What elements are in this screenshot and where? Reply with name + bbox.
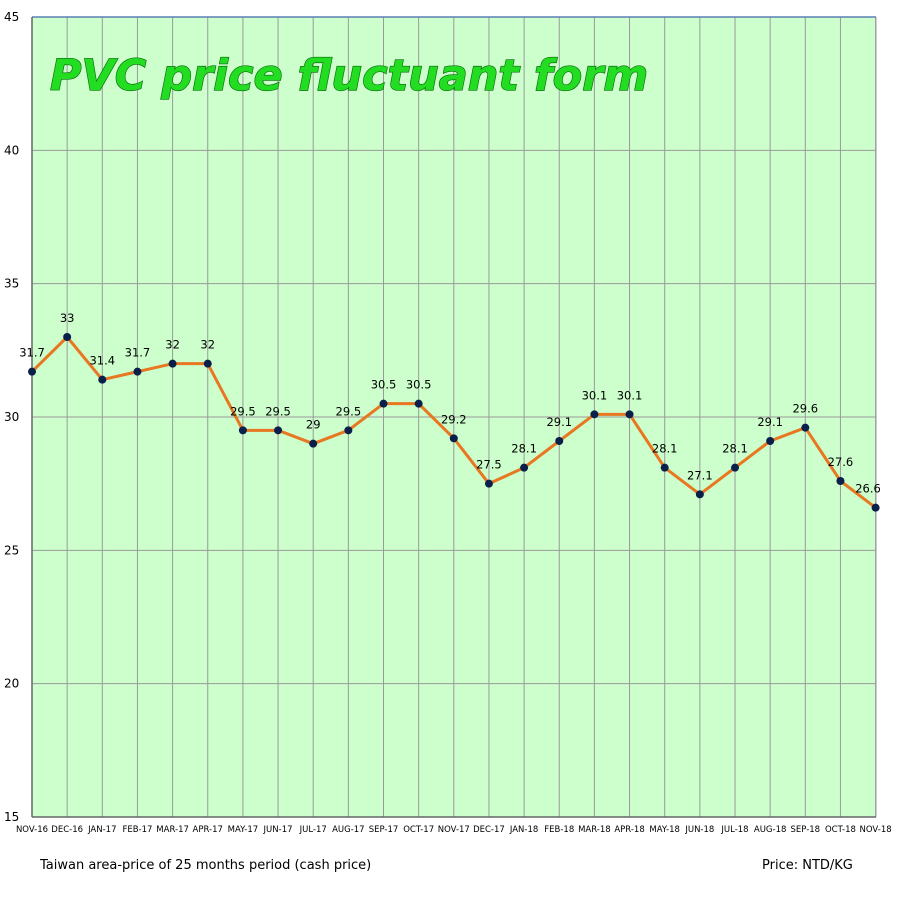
y-tick-label: 15 (4, 810, 19, 824)
data-label: 26.6 (855, 482, 881, 496)
data-point (168, 359, 177, 368)
data-point (766, 437, 775, 445)
x-tick-label: MAY-17 (228, 825, 259, 835)
data-label: 29.2 (441, 412, 467, 426)
data-label: 30.1 (582, 388, 608, 402)
data-point (379, 399, 388, 408)
data-point (590, 410, 599, 419)
data-label: 28.1 (722, 442, 748, 456)
data-label: 32 (200, 338, 215, 352)
y-tick-label: 35 (4, 277, 19, 291)
x-tick-label: DEC-16 (51, 825, 83, 835)
footer-caption: Taiwan area-price of 25 months period (c… (40, 858, 372, 873)
data-point (98, 375, 107, 384)
y-tick-label: 45 (4, 10, 19, 24)
data-label: 29.5 (265, 404, 291, 418)
x-tick-label: APR-17 (193, 825, 223, 835)
data-labels: 31.7 33 31.4 31.7 32 32 29.5 29.5 29 29.5 30.5 30.5… (19, 311, 881, 496)
data-point (625, 410, 634, 419)
data-point (238, 426, 247, 435)
chart-title: PVC price fluctuant form (50, 51, 648, 101)
x-tick-label: OCT-18 (825, 825, 856, 835)
data-point (555, 437, 564, 445)
data-label: 32 (165, 338, 180, 352)
data-point (28, 367, 36, 376)
x-tick-label: JAN-17 (87, 825, 116, 835)
data-label: 29.5 (230, 404, 256, 418)
x-tick-label: FEB-18 (544, 825, 574, 835)
data-label: 31.7 (125, 346, 151, 360)
data-point (133, 367, 142, 376)
data-point (449, 434, 458, 443)
x-tick-label: FEB-17 (122, 825, 152, 835)
x-tick-label: AUG-18 (754, 825, 787, 835)
x-tick-label: JUL-18 (720, 825, 748, 835)
x-tick-label: MAR-18 (578, 825, 611, 835)
x-tick-label: JUN-17 (263, 825, 293, 835)
data-label: 27.5 (476, 458, 502, 472)
data-point (836, 477, 845, 485)
x-tick-label: JUN-18 (684, 825, 714, 835)
data-label: 31.4 (89, 354, 115, 368)
data-label: 27.6 (828, 455, 854, 469)
x-axis-ticks: NOV-16 DEC-16 JAN-17 FEB-17 MAR-17 APR-17 MAY-… (16, 825, 892, 835)
data-point (344, 426, 353, 435)
data-point (520, 463, 529, 472)
x-tick-label: NOV-16 (16, 825, 48, 835)
price-series (28, 333, 880, 512)
data-point (801, 423, 810, 432)
data-point (695, 490, 704, 499)
x-tick-label: NOV-17 (438, 825, 470, 835)
data-point (203, 359, 212, 368)
x-tick-label: OCT-17 (403, 825, 434, 835)
data-label: 31.7 (19, 346, 45, 360)
data-label: 29.5 (336, 404, 362, 418)
data-label: 30.1 (617, 388, 643, 402)
data-label: 33 (60, 311, 75, 325)
data-point (309, 439, 318, 448)
data-label: 28.1 (652, 442, 678, 456)
x-tick-label: JUL-17 (299, 825, 327, 835)
y-axis-ticks: 15 20 25 30 35 40 45 (4, 10, 19, 824)
data-point (484, 479, 493, 488)
data-label: 29.1 (546, 415, 572, 429)
axes (31, 16, 876, 818)
data-label: 28.1 (511, 442, 537, 456)
x-tick-label: APR-18 (614, 825, 644, 835)
data-point (274, 426, 283, 435)
data-point (63, 333, 72, 341)
data-point (660, 463, 669, 472)
data-point (731, 463, 739, 472)
data-point (414, 399, 423, 408)
y-tick-label: 30 (4, 410, 19, 424)
x-tick-label: SEP-17 (369, 825, 399, 835)
x-tick-label: JAN-18 (509, 825, 538, 835)
data-label: 27.1 (687, 468, 713, 482)
data-point (871, 503, 880, 512)
data-label: 29 (306, 418, 321, 432)
data-label: 29.1 (757, 415, 783, 429)
y-tick-label: 40 (4, 143, 19, 157)
y-tick-label: 20 (4, 677, 19, 691)
data-label: 29.6 (792, 402, 818, 416)
x-tick-label: SEP-18 (791, 825, 821, 835)
x-tick-label: AUG-17 (332, 825, 365, 835)
x-tick-label: MAR-17 (156, 825, 189, 835)
x-tick-label: DEC-17 (473, 825, 505, 835)
x-tick-label: MAY-18 (649, 825, 680, 835)
x-tick-label: NOV-18 (860, 825, 892, 835)
data-label: 30.5 (406, 378, 432, 392)
data-label: 30.5 (371, 378, 397, 392)
unit-caption: Price: NTD/KG (762, 858, 853, 873)
y-tick-label: 25 (4, 543, 19, 557)
